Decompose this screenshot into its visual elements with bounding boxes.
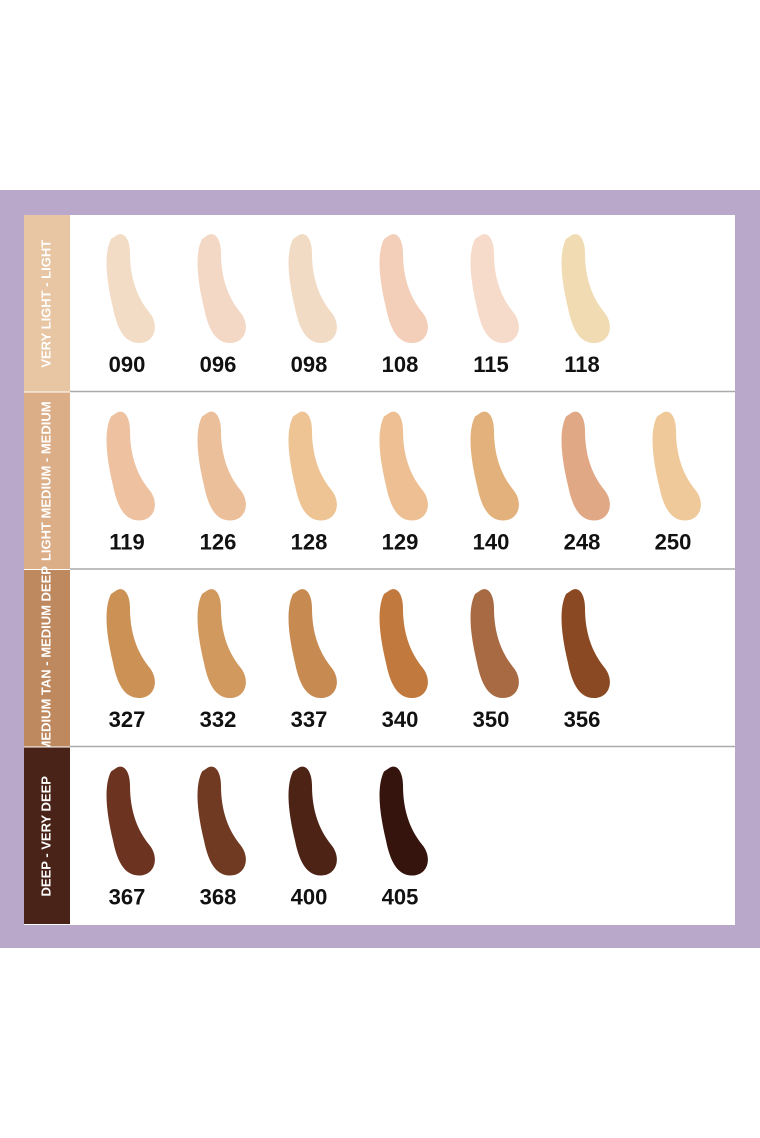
swatch [379, 766, 428, 876]
shade-code: 248 [564, 529, 601, 554]
shade-code: 350 [473, 707, 510, 732]
shade-code: 405 [382, 884, 419, 909]
shade-code: 090 [109, 352, 146, 377]
swatch [197, 589, 246, 698]
swatch [470, 234, 519, 343]
shade-code: 327 [109, 707, 146, 732]
swatch [379, 411, 428, 521]
swatch [652, 411, 701, 521]
shade-code: 126 [200, 529, 237, 554]
shade-code: 098 [291, 352, 328, 377]
group-label: MEDIUM TAN - MEDIUM DEEP [38, 566, 53, 752]
shade-code: 250 [655, 529, 692, 554]
swatch [470, 411, 519, 521]
group-band [24, 215, 70, 392]
shade-code: 356 [564, 707, 601, 732]
shade-code: 129 [382, 529, 419, 554]
shade-code: 108 [382, 352, 419, 377]
shade-code: 118 [564, 352, 600, 377]
group-label: LIGHT MEDIUM - MEDIUM [38, 401, 53, 561]
swatch [197, 411, 246, 521]
shade-code: 340 [382, 707, 419, 732]
group-band [24, 747, 70, 924]
swatch [470, 589, 519, 698]
swatch [379, 234, 428, 343]
shade-code: 337 [291, 707, 328, 732]
shade-code: 119 [109, 529, 145, 554]
swatch [561, 589, 610, 698]
swatch [106, 411, 155, 521]
swatch [561, 234, 610, 343]
shade-code: 115 [473, 352, 509, 377]
shade-code: 367 [109, 884, 146, 909]
group-band [24, 392, 70, 569]
swatch [106, 234, 155, 343]
swatch [288, 411, 337, 521]
shade-code: 096 [200, 352, 237, 377]
swatch [379, 589, 428, 698]
swatch [197, 234, 246, 343]
group-band [24, 570, 70, 747]
swatch [106, 766, 155, 876]
swatch [197, 766, 246, 876]
shade-code: 128 [291, 529, 328, 554]
group-label: DEEP - VERY DEEP [38, 776, 53, 897]
swatch [288, 589, 337, 698]
shade-code: 140 [473, 529, 510, 554]
swatch [561, 411, 610, 521]
swatch [106, 589, 155, 698]
group-label: VERY LIGHT - LIGHT [38, 240, 53, 368]
shade-code: 368 [200, 884, 237, 909]
shade-code: 400 [291, 884, 328, 909]
swatch [288, 766, 337, 876]
swatch [288, 234, 337, 343]
shade-code: 332 [200, 707, 237, 732]
